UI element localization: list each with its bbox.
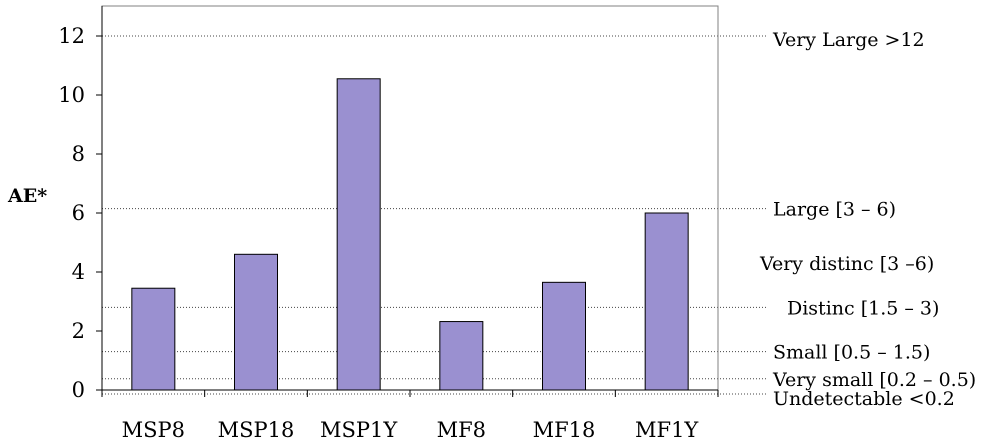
y-tick-label: 10 [58,83,85,107]
bars [131,78,689,391]
bar-mf18 [542,281,586,391]
y-tick-label: 4 [72,260,85,284]
plot-frame [101,5,719,391]
y-axis-label: AE* [7,185,47,207]
x-tick-label: MSP8 [122,418,185,442]
x-tick-label: MSP18 [218,418,295,442]
bar-msp18 [234,253,278,391]
reference-line-label: Undetectable <0.2 [773,388,955,410]
x-tick-labels: MSP8 MSP18 MSP1Y MF8 MF18 MF1Y [122,418,700,442]
reference-line-label: Large [3 – 6) [773,199,896,221]
band-labels: Very Large >12 Large [3 – 6) Distinc [1.5 … [759,29,976,410]
x-tick-label: MSP1Y [320,418,398,442]
reference-line-label: Very small [0.2 – 0.5) [772,369,976,391]
axes [96,6,719,397]
annotation-label: Very distinc [3 –6) [759,253,934,275]
x-tick-label: MF18 [533,418,596,442]
y-tick-label: 8 [72,142,85,166]
y-tick-label: 6 [72,201,85,225]
bar-msp8 [131,287,176,391]
y-tick-labels: 0 2 4 6 8 10 12 [58,24,85,402]
x-tick-label: MF8 [437,418,486,442]
x-tick-label: MF1Y [635,418,699,442]
y-tick-label: 0 [72,378,85,402]
reference-line-label: Distinc [1.5 – 3) [787,297,939,319]
reference-lines [102,35,768,395]
reference-line-label: Small [0.5 – 1.5) [773,342,930,364]
bar-mf8 [439,321,484,391]
bar-msp1y [336,78,381,391]
y-tick-label: 2 [72,319,85,343]
bar-mf1y [644,212,689,391]
y-tick-label: 12 [58,24,85,48]
reference-line-label: Very Large >12 [772,29,925,51]
